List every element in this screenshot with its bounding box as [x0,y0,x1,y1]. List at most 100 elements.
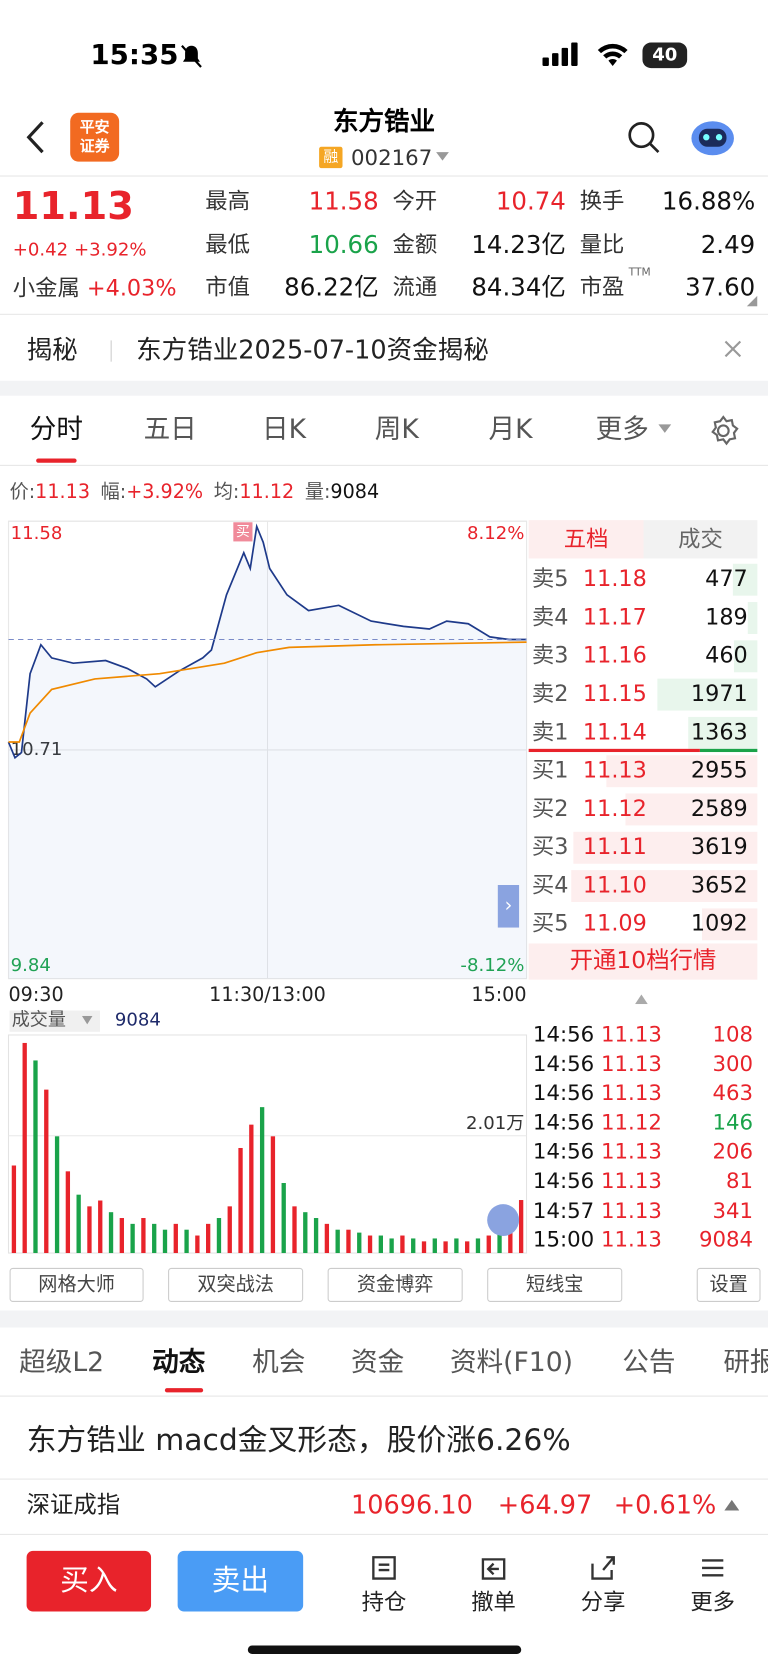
change: +0.42 [12,239,69,261]
y2-tick-label: -8.12% [460,955,524,976]
divider [0,313,768,315]
back-button[interactable] [23,119,49,155]
action-label[interactable]: 撤单 [471,1589,516,1615]
stat-value: 2.49 [700,231,756,260]
info-tab[interactable]: 资料(F10) [449,1346,574,1378]
fullscreen-button[interactable] [487,1204,520,1237]
expand-icon[interactable] [724,1499,740,1511]
index-name: 深证成指 [26,1492,121,1519]
x-tick-label: 09:30 [9,983,64,1006]
level-volume: 2955 [690,757,748,783]
action-icon[interactable] [698,1553,728,1583]
index-value: 10696.10 [351,1490,473,1521]
chart-tab[interactable]: 五日 [143,413,197,445]
book-tab[interactable]: 五档 [563,526,609,553]
stat-label: 今开 [392,188,438,214]
buy-button[interactable]: 买入 [26,1550,152,1612]
wifi-icon [597,43,628,66]
stat-value: 11.58 [308,188,379,216]
info-tab[interactable]: 动态 [152,1346,206,1378]
dropdown-icon[interactable] [435,151,450,162]
book-tab[interactable]: 成交 [678,526,723,553]
info-tab[interactable]: 研报 [723,1346,768,1378]
news-headline[interactable]: 东方锆业 macd金叉形态，股价涨6.26% [26,1422,571,1458]
average-line [8,641,527,743]
tool-button[interactable]: 双突战法 [168,1267,304,1302]
volume-bar [432,1238,437,1254]
search-button[interactable] [625,119,661,155]
signal-marker: 买 [236,524,250,540]
info-value: 9084 [330,480,380,504]
x-tick-label: 15:00 [471,983,526,1006]
tab-indicator [164,1388,204,1393]
stat-label: 量比 [579,231,625,258]
trade-time: 14:56 [532,1050,595,1077]
volume-last: 9084 [114,1009,161,1031]
assistant-button[interactable] [689,115,736,158]
volume-bar [367,1235,373,1254]
volume-selector-bg [9,1010,100,1032]
settings-button[interactable] [707,415,739,447]
chart-tab[interactable]: 月K [488,413,533,445]
tool-button[interactable]: 资金博弈 [327,1267,463,1302]
tool-button[interactable]: 短线宝 [487,1267,623,1302]
upgrade-button[interactable]: 开通10档行情 [528,943,758,980]
stock-code: 002167 [351,144,433,171]
action-icon[interactable] [369,1553,399,1583]
icon-shape [481,1558,506,1580]
chart-tab[interactable]: 周K [374,413,419,445]
volume-bar [141,1218,146,1254]
volume-bar [571,870,758,903]
close-button[interactable] [722,338,743,359]
stat-label: 最低 [205,231,250,258]
info-tab[interactable]: 资金 [351,1346,405,1378]
info-tab[interactable]: 公告 [622,1346,676,1378]
chart-tab[interactable]: 分时 [29,413,83,445]
logo-text: 平安 [79,119,110,137]
tool-button[interactable]: 网格大师 [9,1267,144,1302]
volume-bar [162,1229,168,1254]
trade-time: 15:00 [532,1226,595,1253]
logo-text: 证券 [79,138,110,156]
divider [110,340,112,362]
volume-title[interactable]: 成交量 [11,1009,66,1031]
volume-bar [518,1200,524,1254]
sector: 小金属 +4.03% [13,277,177,300]
chart-tab[interactable]: 更多 [595,413,649,445]
stat-value: 84.34亿 [471,274,566,303]
volume-bar [76,1194,81,1254]
icon-shape [372,1556,396,1580]
index-pct: +0.61% [613,1490,717,1521]
level-label: 卖5 [531,565,569,592]
icon-shape [591,1556,615,1580]
volume-bar [292,1206,297,1254]
action-label[interactable]: 分享 [580,1589,626,1615]
level-label: 买5 [531,910,569,937]
action-icon[interactable] [588,1553,618,1583]
chart-tab[interactable]: 日K [261,413,307,445]
collapse-icon[interactable] [635,994,648,1005]
volume-bar [572,831,758,864]
action-label[interactable]: 更多 [690,1589,736,1615]
signal-marker-bg [233,522,253,542]
expand-handle[interactable]: › [497,884,520,928]
y-tick-label: 11.58 [11,523,63,544]
banner-text[interactable]: 东方锆业2025-07-10资金揭秘 [136,335,489,365]
info-tab[interactable]: 机会 [252,1346,306,1378]
stat-value: 14.23亿 [471,231,566,260]
volume-bar [465,1241,470,1254]
tool-button[interactable]: 设置 [696,1267,761,1302]
sell-button[interactable]: 卖出 [177,1550,304,1612]
mute-icon [181,45,202,68]
action-icon[interactable] [479,1553,509,1583]
volume-bar [152,1223,157,1254]
trade-price: 11.13 [600,1226,662,1253]
volume-bar [313,1218,319,1254]
action-label[interactable]: 持仓 [361,1589,407,1615]
level-label: 买1 [531,757,569,783]
info-line: 价:11.13 幅:+3.92% 均:11.12 量:9084 [10,480,390,504]
battery: 40 [642,42,688,69]
level-price: 11.16 [582,642,647,669]
info-tab[interactable]: 超级L2 [19,1346,105,1378]
